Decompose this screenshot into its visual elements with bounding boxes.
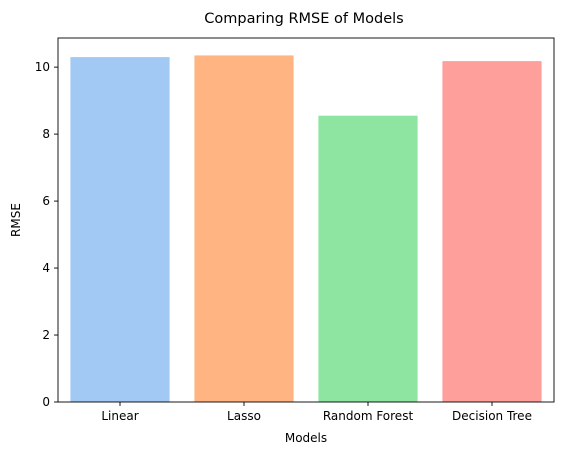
- x-tick-label: Linear: [101, 409, 138, 423]
- y-axis-ticks: 0 2 4 6 8 10: [35, 60, 58, 409]
- y-tick-label: 10: [35, 60, 50, 74]
- x-axis-label: Models: [285, 431, 327, 445]
- axes-frame: [57, 37, 555, 403]
- y-tick-label: 6: [42, 194, 50, 208]
- bars-layer: [70, 55, 542, 403]
- chart-title: Comparing RMSE of Models: [204, 11, 403, 27]
- bar-lasso: [194, 55, 294, 402]
- y-tick-label: 8: [42, 127, 50, 141]
- x-tick-label: Random Forest: [323, 409, 414, 423]
- bar-linear: [70, 57, 170, 403]
- x-tick-label: Decision Tree: [452, 409, 532, 423]
- y-axis-label: RMSE: [9, 203, 23, 237]
- x-tick-label: Lasso: [227, 409, 261, 423]
- y-tick-label: 4: [42, 261, 50, 275]
- y-tick-label: 0: [42, 395, 50, 409]
- y-tick-label: 2: [42, 328, 50, 342]
- x-axis-ticks: Linear Lasso Random Forest Decision Tree: [101, 402, 532, 423]
- bar-decision-tree: [442, 61, 542, 403]
- bar-random-forest: [318, 115, 418, 402]
